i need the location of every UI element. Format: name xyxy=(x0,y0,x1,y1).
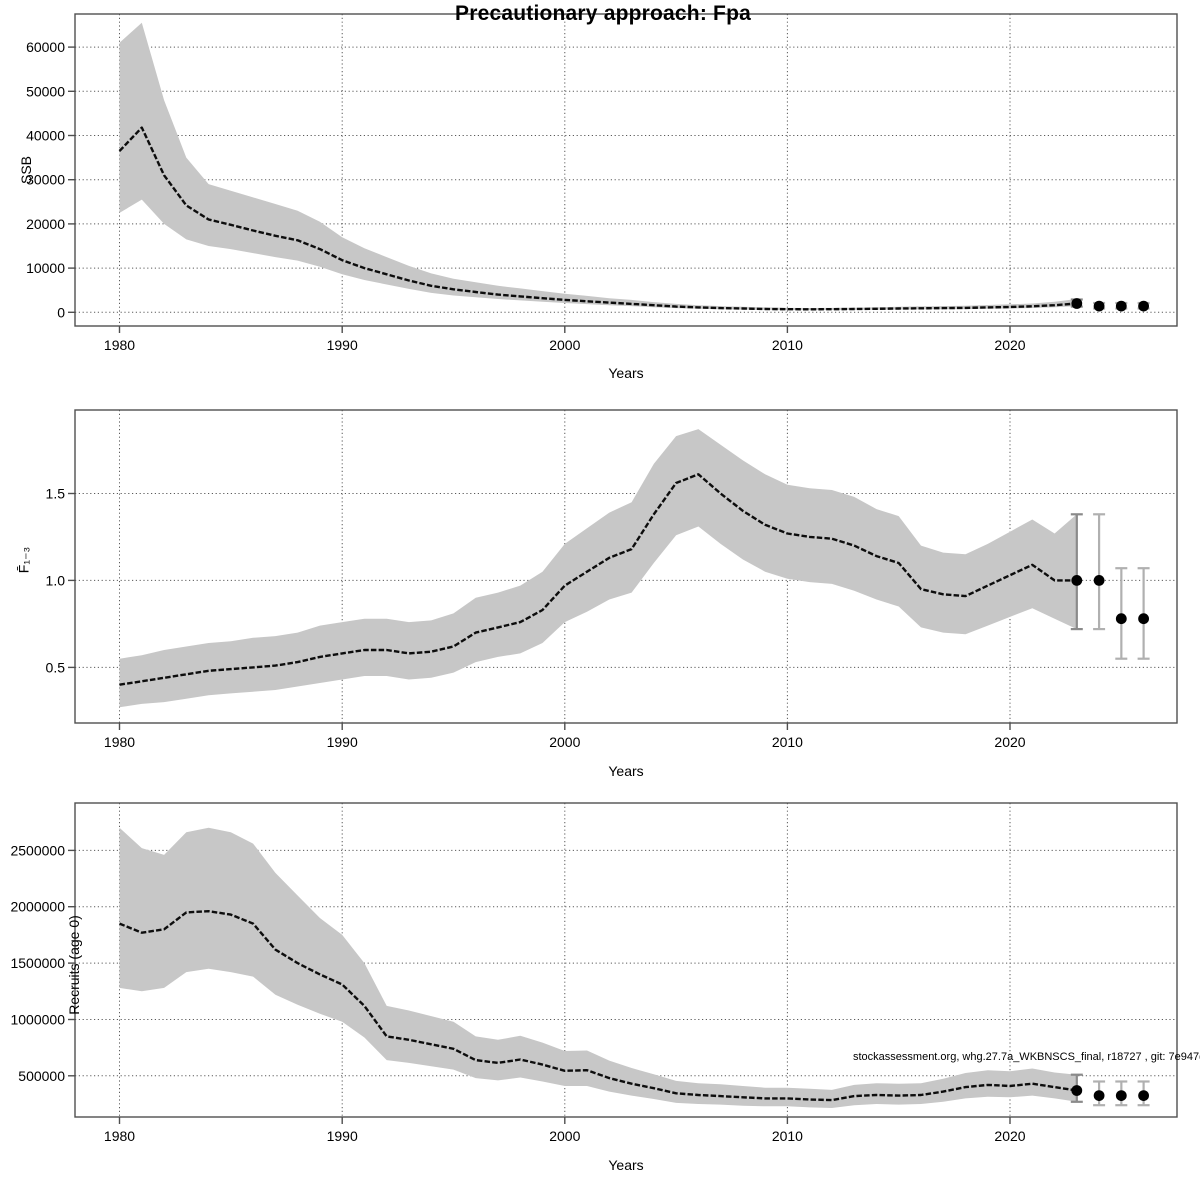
recruits-axis-label: Recruits (age 0) xyxy=(66,915,82,1015)
chart-title: Precautionary approach: Fpa xyxy=(455,2,751,25)
fbar-forecast-point xyxy=(1115,613,1127,625)
ssb-ytick-label: 0 xyxy=(57,304,65,320)
recruits-forecast-point xyxy=(1138,1090,1149,1101)
recruits-estimate-line xyxy=(119,910,1077,1102)
recruits-forecast-point xyxy=(1115,1090,1127,1101)
recruits-forecast-point xyxy=(1093,1090,1105,1101)
recruits-forecast-point xyxy=(1071,1085,1083,1096)
fbar-xtick-label: 2020 xyxy=(994,734,1025,750)
ssb-forecast-point xyxy=(1115,300,1127,312)
recruits-xtick-label: 2020 xyxy=(994,1128,1025,1144)
years-axis-label-fbar: Years xyxy=(608,763,644,779)
ssb-ytick-label: 10000 xyxy=(26,260,65,276)
ssb-ytick-label: 40000 xyxy=(26,128,65,144)
source-annotation: stockassessment.org, whg.27.7a_WKBNSCS_f… xyxy=(853,1051,1200,1063)
ssb-xtick-label: 2010 xyxy=(772,337,803,353)
recruits-xtick-label: 2000 xyxy=(549,1128,580,1144)
ssb-xtick-label: 2020 xyxy=(994,337,1025,353)
ssb-ytick-label: 60000 xyxy=(26,39,65,55)
recruits-frame xyxy=(74,802,1178,1118)
fbar-xtick-label: 1980 xyxy=(104,734,135,750)
ssb-panel: 1980 1990 2000 2010 2020 0 10000 20000 30000 4000… xyxy=(26,13,1178,353)
ssb-ytick-label: 50000 xyxy=(26,83,65,99)
recruits-ytick-label: 2500000 xyxy=(10,842,65,858)
fbar-xtick-label: 1990 xyxy=(327,734,358,750)
ssb-frame xyxy=(74,13,1178,327)
fbar-ytick-label: 0.5 xyxy=(46,659,66,675)
recruits-xtick-label: 2010 xyxy=(772,1128,803,1144)
recruits-ytick-label: 1000000 xyxy=(10,1012,65,1028)
ssb-forecast-point xyxy=(1138,300,1149,312)
ssb-ytick-label: 30000 xyxy=(26,172,65,188)
ssb-estimate-line xyxy=(118,126,1077,311)
ssb-xtick-label: 2000 xyxy=(549,337,580,353)
recruits-confidence-band xyxy=(119,827,1077,1108)
fbar-axis-label: F̄₁₋₃ xyxy=(15,546,32,574)
ssb-xtick-label: 1980 xyxy=(104,337,135,353)
recruits-ytick-label: 2000000 xyxy=(10,899,65,915)
recruits-ytick-label: 1500000 xyxy=(10,955,65,971)
ssb-axis-label: SSB xyxy=(18,155,34,185)
ssb-xtick-label: 1990 xyxy=(327,337,358,353)
recruits-xtick-label: 1980 xyxy=(104,1128,135,1144)
fbar-xtick-label: 2010 xyxy=(772,734,803,750)
fbar-confidence-band xyxy=(119,429,1077,708)
ssb-ytick-label: 20000 xyxy=(26,216,65,232)
years-axis-label-recruits: Years xyxy=(608,1157,644,1173)
ssb-forecast-point xyxy=(1071,298,1083,309)
fbar-forecast-point xyxy=(1071,575,1083,586)
fbar-ytick-label: 1.0 xyxy=(46,572,66,588)
fbar-frame xyxy=(74,409,1178,724)
recruits-ytick-label: 500000 xyxy=(18,1068,65,1084)
years-axis-label-ssb: Years xyxy=(608,365,644,381)
fbar-forecast-point xyxy=(1093,575,1105,586)
fbar-panel: 1980 1990 2000 2010 2020 0.5 1.0 1.5 xyxy=(46,409,1178,750)
fbar-xtick-label: 2000 xyxy=(549,734,580,750)
recruits-panel: 1980 1990 2000 2010 2020 500000 1000000 1500000… xyxy=(10,802,1178,1144)
ssb-confidence-band xyxy=(119,22,1077,311)
recruits-xtick-label: 1990 xyxy=(327,1128,358,1144)
fbar-ytick-label: 1.5 xyxy=(46,486,66,502)
fbar-forecast-point xyxy=(1138,613,1149,625)
ssb-forecast-point xyxy=(1093,300,1105,312)
